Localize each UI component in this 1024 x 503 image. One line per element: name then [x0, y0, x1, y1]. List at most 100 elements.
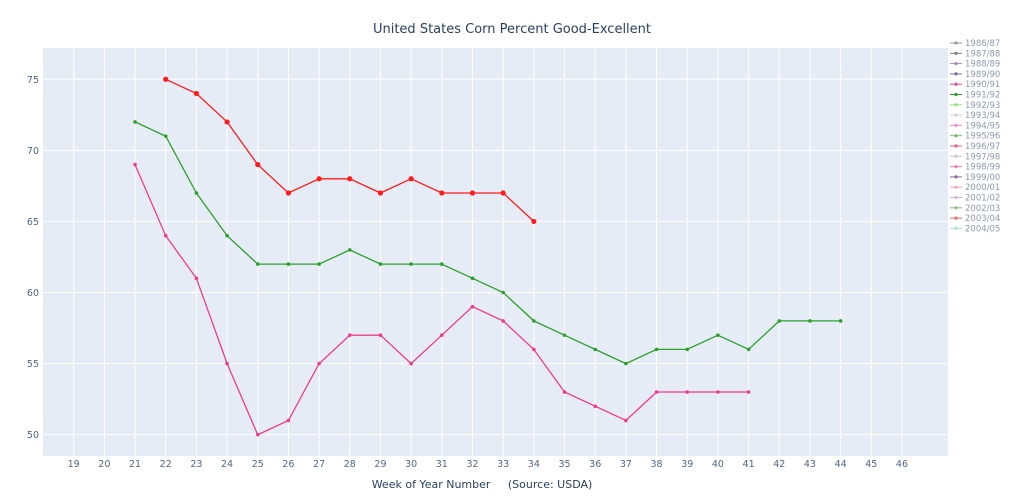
x-tick-label: 37 [620, 459, 632, 470]
legend-label: 1986/87 [965, 39, 1000, 49]
legend-label: 2003/04 [965, 214, 1000, 224]
legend-item[interactable]: 1993/94 [950, 111, 1000, 121]
data-point [808, 319, 812, 323]
data-point [285, 190, 292, 196]
legend-marker [954, 216, 958, 220]
legend-marker [954, 82, 958, 86]
plot-area: 19 20 21 22 23 24 25 26 27 28 29 30 31 32 33 34 35 36 37 38… [27, 48, 948, 470]
legend-item[interactable]: 1992/93 [950, 101, 1000, 111]
x-tick-label: 27 [313, 459, 325, 470]
x-tick-label: 34 [528, 459, 540, 470]
data-point [378, 262, 383, 266]
plot-background [43, 48, 948, 456]
legend-item[interactable]: 2003/04 [950, 214, 1000, 224]
legend-marker [954, 144, 958, 148]
data-point [378, 333, 383, 337]
data-point [440, 333, 444, 337]
legend-label: 1993/94 [965, 111, 1000, 121]
x-tick-label: 23 [190, 459, 202, 470]
legend-marker [954, 185, 958, 189]
x-tick-label: 22 [160, 459, 172, 470]
legend-label: 1991/92 [965, 91, 1000, 101]
legend-item[interactable]: 1987/88 [950, 49, 1000, 59]
legend-label: 2000/01 [965, 183, 1000, 193]
legend-item[interactable]: 1991/92 [950, 91, 1000, 101]
legend-marker [954, 62, 958, 66]
legend-marker [954, 51, 958, 55]
legend-label: 1999/00 [965, 173, 1000, 183]
x-tick-label: 44 [835, 459, 847, 470]
x-tick-label: 29 [374, 459, 386, 470]
x-tick-label: 41 [743, 459, 755, 470]
legend-item[interactable]: 1988/89 [950, 60, 1000, 70]
legend-label: 1987/88 [965, 49, 1000, 59]
series-line [134, 121, 841, 365]
data-point [317, 262, 321, 266]
legend-marker [954, 113, 958, 117]
data-point [777, 319, 782, 323]
data-point [593, 404, 598, 409]
y-tick-label: 75 [27, 75, 39, 86]
data-point [562, 390, 567, 394]
data-point [531, 218, 537, 225]
data-point [838, 319, 843, 323]
legend-item[interactable]: 1998/99 [950, 163, 1000, 173]
data-point [439, 190, 445, 196]
legend-item[interactable]: 1995/96 [950, 132, 1000, 142]
data-point [624, 361, 628, 366]
data-point [716, 390, 720, 394]
legend-item[interactable]: 1997/98 [950, 152, 1000, 162]
legend-item[interactable]: 1996/97 [950, 142, 1000, 152]
legend-label: 2001/02 [965, 194, 1000, 204]
legend-item[interactable]: 1990/91 [950, 80, 1000, 90]
legend-item[interactable]: 1999/00 [950, 173, 1000, 183]
legend-item[interactable]: 1989/90 [950, 70, 1000, 80]
legend-item[interactable]: 2002/03 [950, 204, 1000, 214]
legend-label: 2002/03 [965, 204, 1000, 214]
data-point [133, 162, 137, 167]
data-point [133, 120, 137, 124]
legend-label: 1995/96 [965, 132, 1000, 142]
data-point [716, 333, 720, 337]
data-point [746, 347, 751, 352]
x-tick-label: 40 [712, 459, 724, 470]
x-tick-label: 26 [282, 459, 294, 470]
legend-item[interactable]: 2004/05 [950, 224, 1000, 234]
data-point [440, 262, 444, 266]
legend[interactable]: 1986/871987/881988/891989/901990/911991/… [950, 39, 1000, 234]
legend-item[interactable]: 1986/87 [950, 39, 1000, 49]
x-tick-label: 31 [436, 459, 448, 470]
legend-marker [954, 41, 958, 45]
legend-marker [954, 134, 958, 138]
legend-label: 1989/90 [965, 70, 1000, 80]
x-tick-label: 36 [589, 459, 601, 470]
data-point [469, 190, 476, 196]
x-tick-label: 38 [651, 459, 663, 470]
x-tick-label: 19 [68, 459, 80, 470]
x-tick-label: 42 [773, 459, 785, 470]
legend-marker [954, 92, 958, 97]
x-tick-label: 35 [558, 459, 570, 470]
x-tick-label: 20 [98, 459, 110, 470]
data-point [286, 262, 291, 266]
data-point [163, 76, 169, 82]
legend-item[interactable]: 1994/95 [950, 121, 1000, 131]
legend-item[interactable]: 2001/02 [950, 194, 1000, 204]
data-point [225, 361, 229, 366]
x-tick-label: 46 [896, 459, 908, 470]
data-point [654, 390, 659, 394]
x-tick-label: 30 [405, 459, 417, 470]
legend-label: 1996/97 [965, 142, 1000, 152]
data-point [255, 161, 261, 168]
data-point [532, 347, 536, 352]
legend-item[interactable]: 2000/01 [950, 183, 1000, 193]
data-point [593, 347, 598, 352]
x-tick-label: 21 [129, 459, 141, 470]
data-point [501, 319, 505, 323]
data-point [317, 361, 321, 366]
data-point [255, 262, 260, 266]
data-point [224, 119, 230, 125]
legend-label: 1997/98 [965, 152, 1000, 162]
data-point [347, 333, 352, 337]
